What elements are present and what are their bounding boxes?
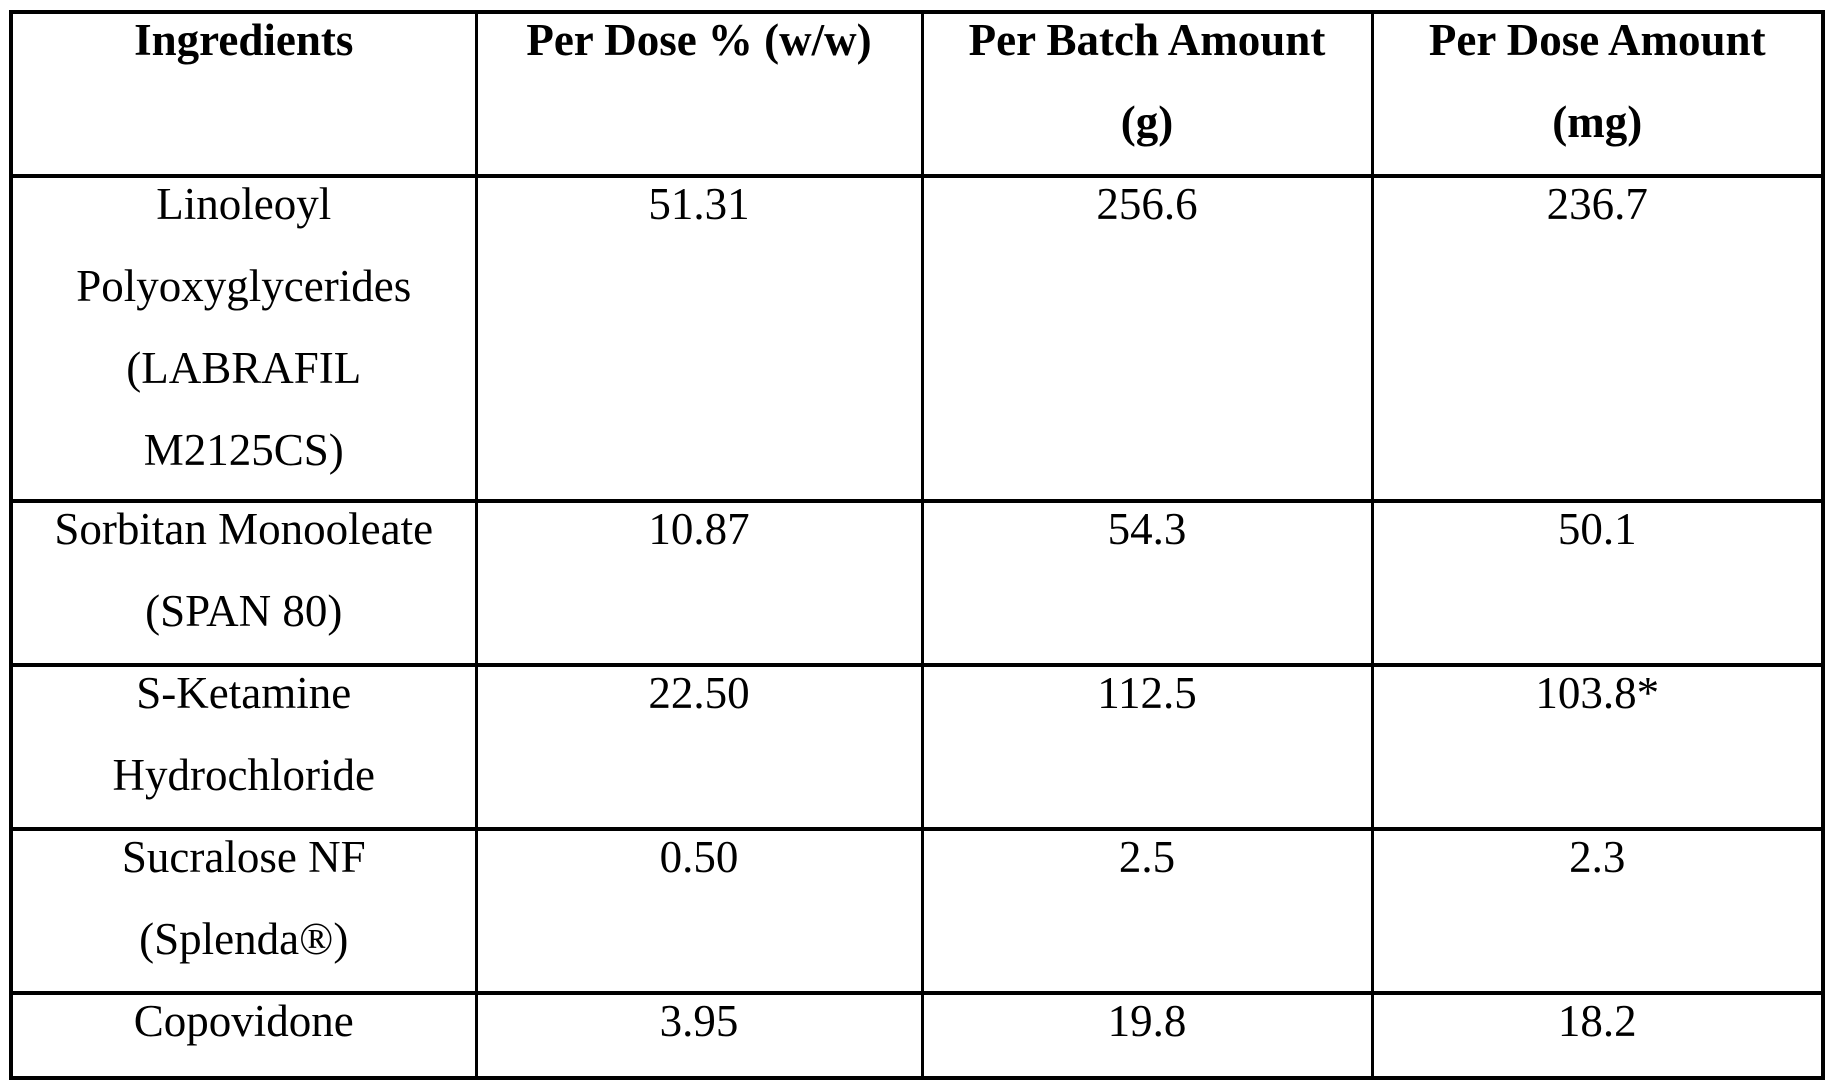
ingredients-table: Ingredients Per Dose % (w/w) Per Batch A… (9, 10, 1825, 1080)
per-batch-g-value: 256.6 (1096, 179, 1198, 229)
cell-per-dose-mg: 103.8* (1370, 663, 1825, 831)
cell-per-dose-pct: 22.50 (474, 663, 924, 831)
cell-per-dose-mg: 236.7 (1370, 174, 1825, 503)
cell-per-batch-g: 112.5 (920, 663, 1374, 831)
per-dose-mg-value: 103.8* (1535, 668, 1660, 718)
per-batch-g-value: 112.5 (1097, 668, 1197, 718)
ingredient-name: Sorbitan Monooleate (SPAN 80) (54, 504, 434, 636)
cell-per-dose-mg: 2.3 (1370, 827, 1825, 995)
ingredient-name: S-Ketamine Hydrochloride (112, 668, 375, 800)
table-row: Linoleoyl Polyoxyglycerides (LABRAFIL M2… (9, 174, 1825, 503)
cell-per-dose-mg: 18.2 (1370, 991, 1825, 1080)
per-batch-g-value: 2.5 (1118, 832, 1176, 882)
ingredient-name: Sucralose NF (Splenda®) (121, 832, 366, 964)
cell-per-dose-pct: 3.95 (474, 991, 924, 1080)
col-header-per-dose-amount-label: Per Dose Amount (mg) (1428, 15, 1766, 147)
cell-per-batch-g: 256.6 (920, 174, 1374, 503)
table-row: Sucralose NF (Splenda®) 0.50 2.5 2.3 (9, 827, 1825, 995)
col-header-per-dose-pct: Per Dose % (w/w) (474, 10, 924, 178)
col-header-ingredients: Ingredients (9, 10, 478, 178)
per-dose-mg-value: 50.1 (1557, 504, 1637, 554)
cell-per-batch-g: 19.8 (920, 991, 1374, 1080)
cell-per-dose-pct: 10.87 (474, 499, 924, 667)
cell-ingredient: Linoleoyl Polyoxyglycerides (LABRAFIL M2… (9, 174, 478, 503)
per-dose-pct-value: 3.95 (659, 996, 739, 1046)
per-dose-pct-value: 22.50 (648, 668, 750, 718)
cell-ingredient: Sucralose NF (Splenda®) (9, 827, 478, 995)
col-header-ingredients-label: Ingredients (134, 15, 354, 65)
table-row: Copovidone 3.95 19.8 18.2 (9, 991, 1825, 1080)
per-dose-pct-value: 10.87 (648, 504, 750, 554)
per-dose-pct-value: 0.50 (659, 832, 739, 882)
header-row: Ingredients Per Dose % (w/w) Per Batch A… (9, 10, 1825, 178)
ingredient-name: Copovidone (133, 996, 354, 1046)
cell-per-batch-g: 2.5 (920, 827, 1374, 995)
col-header-per-batch-amount: Per Batch Amount (g) (920, 10, 1374, 178)
cell-per-dose-pct: 0.50 (474, 827, 924, 995)
col-header-per-batch-amount-label: Per Batch Amount (g) (968, 15, 1326, 147)
col-header-per-dose-pct-label: Per Dose % (w/w) (526, 15, 872, 65)
per-dose-mg-value: 236.7 (1546, 179, 1648, 229)
per-dose-mg-value: 18.2 (1557, 996, 1637, 1046)
cell-per-dose-mg: 50.1 (1370, 499, 1825, 667)
per-batch-g-value: 19.8 (1107, 996, 1187, 1046)
cell-per-batch-g: 54.3 (920, 499, 1374, 667)
cell-per-dose-pct: 51.31 (474, 174, 924, 503)
ingredient-name: Linoleoyl Polyoxyglycerides (LABRAFIL M2… (76, 179, 412, 475)
table-row: Sorbitan Monooleate (SPAN 80) 10.87 54.3… (9, 499, 1825, 667)
cell-ingredient: Copovidone (9, 991, 478, 1080)
cell-ingredient: Sorbitan Monooleate (SPAN 80) (9, 499, 478, 667)
per-batch-g-value: 54.3 (1107, 504, 1187, 554)
cell-ingredient: S-Ketamine Hydrochloride (9, 663, 478, 831)
per-dose-pct-value: 51.31 (648, 179, 750, 229)
col-header-per-dose-amount: Per Dose Amount (mg) (1370, 10, 1825, 178)
table-row: S-Ketamine Hydrochloride 22.50 112.5 103… (9, 663, 1825, 831)
per-dose-mg-value: 2.3 (1569, 832, 1626, 882)
